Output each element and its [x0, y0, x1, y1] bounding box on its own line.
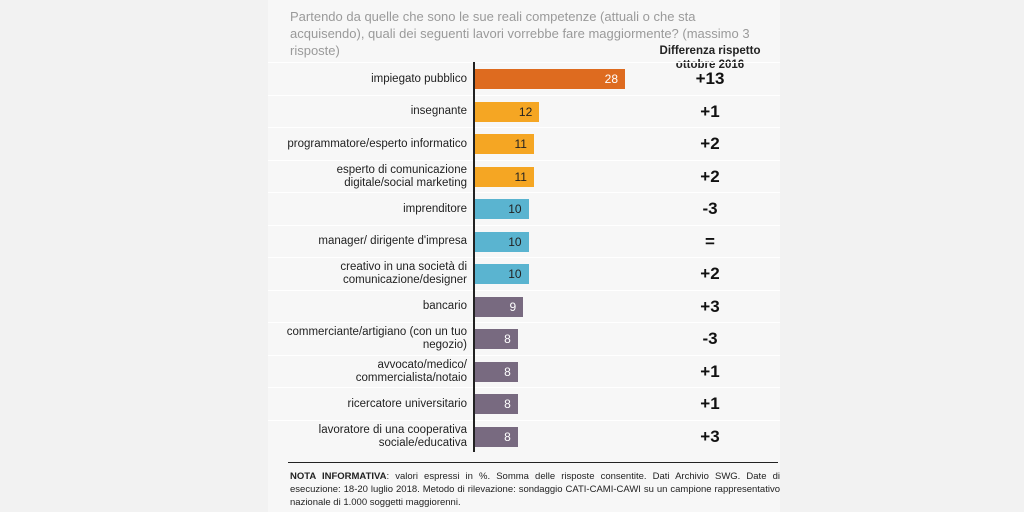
chart-title: Partendo da quelle che sono le sue reali… — [290, 9, 750, 58]
category-label: programmatore/esperto informatico — [287, 137, 467, 150]
difference-value: +1 — [700, 361, 720, 381]
bar-value-label: 10 — [508, 202, 522, 216]
difference-value: -3 — [702, 199, 718, 218]
note-divider — [288, 462, 778, 463]
difference-value: +13 — [695, 69, 725, 88]
bar-axis-line — [473, 62, 475, 452]
difference-value: +2 — [700, 264, 720, 283]
category-label: ricercatore universitario — [347, 397, 467, 410]
difference-value: +3 — [700, 296, 720, 316]
category-label: creativo in una società di comunicazione… — [340, 261, 467, 286]
bar: 11 — [475, 166, 534, 187]
category-label: impiegato pubblico — [371, 72, 467, 85]
category-label: avvocato/medico/ commercialista/notaio — [355, 358, 467, 384]
difference-value: +1 — [700, 101, 720, 121]
info-note: NOTA INFORMATIVA: valori espressi in %. … — [290, 470, 780, 509]
difference-value: = — [705, 231, 715, 251]
difference-value: +3 — [700, 426, 720, 446]
bar-value-label: 10 — [508, 234, 522, 249]
difference-value: +2 — [700, 134, 720, 153]
bar-value-label: 8 — [504, 429, 511, 444]
chart-row: ricercatore universitario 8 +1 — [268, 387, 780, 420]
difference-value: +2 — [700, 166, 720, 186]
chart-row: bancario 9 +3 — [268, 289, 780, 323]
bar: 8 — [475, 329, 518, 349]
bar: 10 — [475, 199, 529, 219]
bar: 10 — [475, 231, 529, 252]
bar: 8 — [475, 426, 518, 447]
category-label: imprenditore — [403, 202, 467, 215]
category-label: bancario — [422, 300, 467, 312]
chart-row: esperto di comunicazione digitale/social… — [268, 159, 780, 193]
category-label: insegnante — [410, 105, 467, 117]
chart-row: insegnante 12 +1 — [268, 94, 780, 128]
bar-value-label: 11 — [514, 137, 527, 151]
bar: 11 — [475, 134, 534, 154]
bar: 10 — [475, 264, 529, 284]
chart-row: programmatore/esperto informatico 11 +2 — [268, 127, 780, 160]
difference-value: -3 — [702, 329, 718, 348]
chart-row: manager/ dirigente d'impresa 10 = — [268, 224, 780, 258]
bar-value-label: 8 — [504, 332, 511, 346]
note-text: : valori espressi in %. Somma delle risp… — [290, 471, 780, 508]
bar-value-label: 10 — [508, 267, 522, 281]
bar-value-label: 11 — [514, 169, 527, 184]
bar-value-label: 28 — [604, 72, 618, 86]
category-label: lavoratore di una cooperativa sociale/ed… — [318, 423, 467, 449]
chart-row: commerciante/artigiano (con un tuo negoz… — [268, 322, 780, 355]
category-label: esperto di comunicazione digitale/social… — [336, 163, 467, 189]
note-label: NOTA INFORMATIVA — [290, 471, 387, 482]
difference-value: +1 — [700, 394, 720, 413]
bar: 9 — [475, 296, 524, 317]
bar: 28 — [475, 69, 625, 89]
bar: 8 — [475, 394, 518, 414]
bar-value-label: 8 — [504, 397, 511, 411]
bar-value-label: 9 — [509, 299, 517, 314]
category-label: manager/ dirigente d'impresa — [318, 235, 467, 247]
chart-row: avvocato/medico/ commercialista/notaio 8 +… — [268, 354, 780, 388]
chart-row: impiegato pubblico 28 +13 — [268, 62, 780, 95]
bar: 12 — [475, 101, 540, 122]
category-label: commerciante/artigiano (con un tuo negoz… — [286, 326, 467, 351]
chart-row: creativo in una società di comunicazione… — [268, 257, 780, 290]
chart-row: imprenditore 10 -3 — [268, 192, 780, 225]
chart-row: lavoratore di una cooperativa sociale/ed… — [268, 419, 780, 453]
bar-value-label: 8 — [504, 364, 511, 379]
bar-value-label: 12 — [518, 104, 533, 119]
bar: 8 — [475, 361, 518, 382]
